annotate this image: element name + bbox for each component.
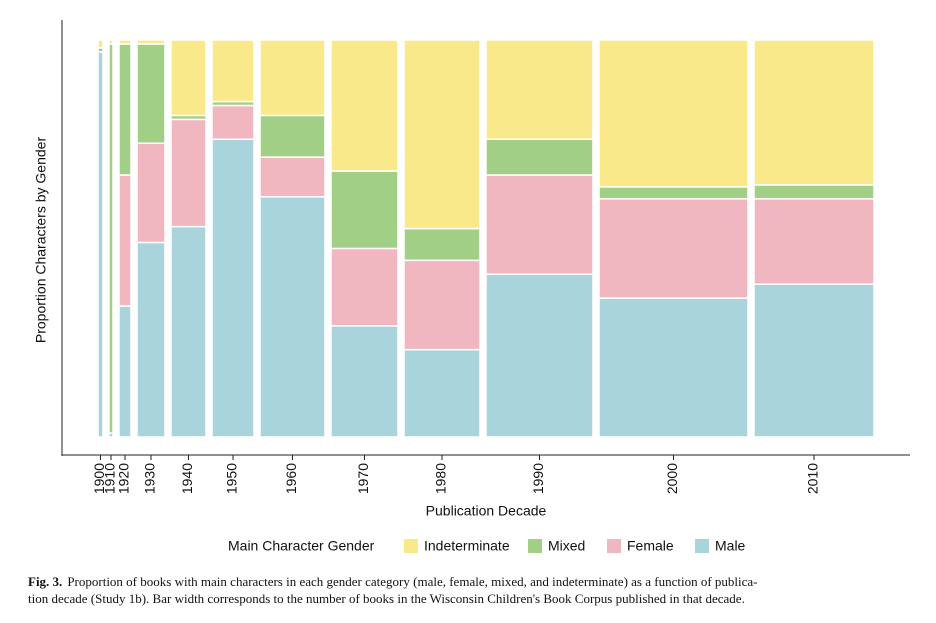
mosaic-cell — [136, 142, 166, 244]
mosaic-cell — [753, 184, 875, 200]
mosaic-cell — [330, 39, 399, 172]
x-tick-label: 1980 — [433, 463, 449, 494]
x-tick-label: 2010 — [805, 463, 821, 494]
x-tick-label: 2000 — [664, 463, 680, 494]
mosaic-cell — [259, 39, 326, 117]
legend-label: Male — [715, 538, 746, 554]
mosaic-cell — [753, 39, 875, 186]
mosaic-cell — [118, 43, 132, 176]
mosaic-cell — [330, 325, 399, 438]
mosaic-cell — [753, 198, 875, 285]
mosaic-cell — [259, 114, 326, 158]
x-tick-label: 1910 — [102, 463, 118, 494]
legend-swatch — [404, 539, 418, 553]
x-axis-label: Publication Decade — [426, 503, 547, 519]
mosaic-cell — [403, 227, 481, 262]
x-tick-label: 1970 — [355, 463, 371, 494]
mosaic-cell — [403, 39, 481, 230]
mosaic-cell — [485, 39, 594, 140]
mosaic-cell — [259, 156, 326, 198]
legend-label: Indeterminate — [424, 538, 510, 554]
mosaic-cell — [330, 170, 399, 250]
mosaic-cell — [211, 138, 255, 438]
legend-label: Female — [627, 538, 674, 554]
mosaic-cell — [136, 241, 166, 438]
mosaic-cell — [97, 39, 104, 49]
mosaic-cell — [97, 51, 104, 438]
x-tick-label: 1940 — [179, 463, 195, 494]
mosaic-cell — [403, 259, 481, 351]
legend-swatch — [695, 539, 709, 553]
mosaic-cell — [136, 43, 166, 144]
mosaic-cell — [598, 39, 749, 188]
mosaic-cell — [598, 186, 749, 200]
mosaic-cell — [485, 138, 594, 176]
legend-swatch — [607, 539, 621, 553]
mosaic-cell — [403, 348, 481, 438]
mosaic-cell — [118, 305, 132, 438]
x-tick-label: 1900 — [91, 463, 107, 494]
mosaic-cell — [485, 174, 594, 275]
mosaic-cell — [118, 39, 132, 45]
mosaic-cell — [598, 198, 749, 299]
mosaic-cell — [211, 39, 255, 103]
x-tick-label: 1960 — [283, 463, 299, 494]
caption-label: Fig. 3. — [28, 574, 62, 589]
caption-text: Proportion of books with main characters… — [67, 574, 757, 589]
legend-swatch — [528, 539, 542, 553]
caption-line: Fig. 3. Proportion of books with main cha… — [28, 574, 758, 589]
x-tick-label: 1950 — [224, 463, 240, 494]
mosaic-cell — [485, 273, 594, 438]
legend-label: Mixed — [548, 538, 585, 554]
x-tick-label: 1930 — [142, 463, 158, 494]
legend-title: Main Character Gender — [228, 538, 375, 554]
caption-line: tion decade (Study 1b). Bar width corres… — [28, 591, 745, 606]
x-tick-label: 1990 — [530, 463, 546, 494]
mosaic-cell — [170, 225, 207, 438]
mosaic-cell — [136, 39, 166, 45]
mosaic-cell — [170, 118, 207, 228]
mosaic-cell — [108, 43, 114, 434]
caption: Fig. 3. Proportion of books with main cha… — [28, 574, 758, 606]
mosaic-cell — [259, 196, 326, 438]
mosaic-cell — [108, 39, 114, 45]
mosaic-cell — [753, 283, 875, 438]
mosaic-cell — [211, 104, 255, 140]
mosaic-cell — [598, 297, 749, 438]
mosaic-cell — [118, 174, 132, 307]
y-axis-label: Proportion Characters by Gender — [33, 137, 49, 344]
mosaic-cell — [330, 247, 399, 327]
mosaic-cell — [170, 39, 207, 117]
x-tick-label: 1920 — [116, 463, 132, 494]
